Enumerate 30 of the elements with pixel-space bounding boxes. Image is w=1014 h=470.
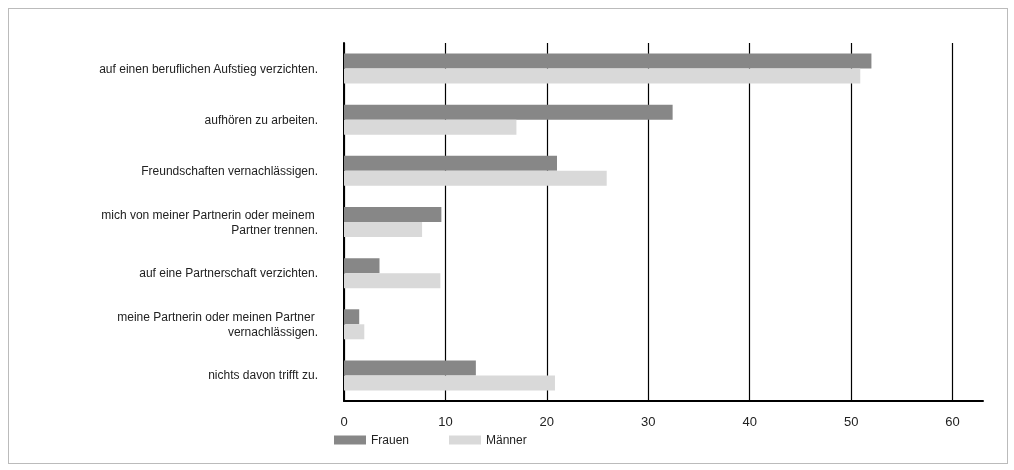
legend-label: Frauen: [371, 433, 410, 447]
x-tick-label: 20: [539, 414, 555, 429]
x-tick-label: 50: [843, 414, 859, 429]
y-tick-label: nichts davon trifft zu.: [208, 368, 318, 383]
bar: [344, 273, 441, 289]
bar: [344, 207, 442, 222]
bar: [344, 258, 380, 274]
bar: [344, 324, 365, 340]
bar: [344, 53, 872, 69]
bar: [344, 170, 607, 186]
y-tick-label: auf eine Partnerschaft verzichten.: [139, 266, 318, 281]
x-tick-label: 10: [438, 414, 453, 429]
bar: [344, 68, 861, 84]
y-tick-label: mich von meiner Partnerin oder meinem Partner trennen.: [101, 207, 318, 237]
y-tick-label: meine Partnerin oder meinen Partner vernachlässigen.: [117, 309, 318, 339]
bar: [344, 155, 557, 171]
y-tick-label: Freundschaften vernachlässigen.: [141, 163, 318, 178]
bar: [344, 375, 555, 391]
y-tick-label: aufhören zu arbeiten.: [204, 112, 318, 127]
bar: [344, 360, 476, 376]
bar: [344, 104, 673, 120]
bar: [344, 309, 360, 325]
x-tick-label: 60: [945, 414, 960, 429]
bar: [344, 119, 517, 135]
bar: [344, 222, 423, 237]
x-tick-label: 0: [340, 414, 348, 429]
y-tick-label: auf einen beruflichen Aufstieg verzichten.: [99, 61, 318, 76]
x-tick-label: 30: [641, 414, 656, 429]
legend-label: Männer: [486, 433, 527, 447]
x-tick-label: 40: [742, 414, 757, 429]
